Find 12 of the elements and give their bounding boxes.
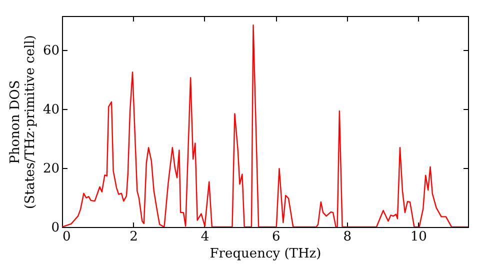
x-tick-label: 0 — [62, 230, 71, 244]
x-tick-label: 8 — [343, 230, 352, 244]
x-tick-label: 2 — [130, 230, 138, 244]
y-tick-label: 40 — [42, 102, 60, 118]
x-tick-label: 6 — [272, 230, 280, 244]
line-series — [62, 24, 468, 227]
x-tick-label: 4 — [200, 230, 210, 244]
x-tick-label: 10 — [410, 230, 427, 244]
y-axis-title: Phonon DOS (States/THz·primitive cell) — [8, 34, 38, 210]
x-axis-title: Frequency (THz) — [210, 246, 322, 262]
y-tick-label: 60 — [42, 43, 60, 58]
y-tick-label: 20 — [42, 161, 60, 176]
